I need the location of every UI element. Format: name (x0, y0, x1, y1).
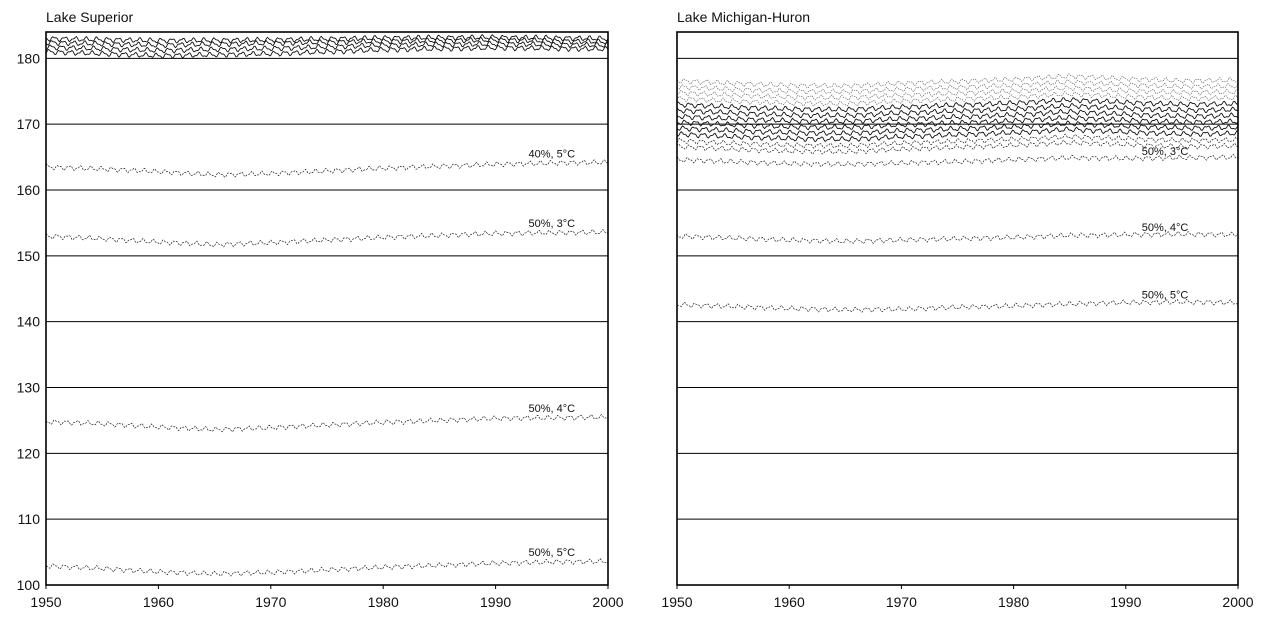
y-tick-label: 110 (18, 511, 41, 527)
series-line (677, 114, 1238, 131)
panel-title: Lake Michigan-Huron (677, 9, 810, 25)
x-tick-label: 1990 (480, 594, 511, 610)
series-line (46, 558, 608, 577)
x-tick-label: 1950 (30, 594, 61, 610)
y-tick-label: 160 (17, 182, 41, 198)
series-line (677, 91, 1238, 107)
series-annotation: 50%, 3°C (1142, 146, 1189, 158)
panel-michigan-huron: Lake Michigan-Huron 1950 1960 1970 1980 1990 2… (661, 9, 1253, 610)
series-line (677, 299, 1238, 313)
x-tick-label: 1990 (1110, 594, 1141, 610)
series-line (677, 126, 1238, 143)
x-tick-label: 1960 (143, 594, 174, 610)
series-line (677, 120, 1238, 136)
x-tick-label: 2000 (1222, 594, 1253, 610)
y-tick-label: 100 (17, 577, 41, 593)
series-group (46, 33, 608, 577)
x-tick-label: 1970 (255, 594, 286, 610)
series-line (46, 229, 608, 248)
series-annotation: 50%, 5°C (1142, 290, 1189, 302)
series-group (677, 73, 1238, 313)
series-annotation: 40%, 5°C (529, 149, 576, 161)
plot-frame (45, 31, 609, 586)
x-tick-label: 1950 (661, 594, 692, 610)
y-tick-label: 140 (17, 314, 41, 330)
series-line (46, 44, 608, 59)
series-annotation: 50%, 3°C (529, 218, 576, 230)
series-line (46, 159, 608, 178)
series-line (677, 97, 1238, 113)
x-tick-label: 2000 (592, 594, 623, 610)
x-tick-label: 1980 (368, 594, 399, 610)
panel-superior: Lake Superior 1950 1960 1970 1980 1990 2000 100… (17, 9, 624, 610)
y-tick-label: 130 (17, 380, 41, 396)
series-line (46, 33, 608, 44)
series-line (677, 102, 1238, 119)
series-annotation: 50%, 5°C (529, 547, 576, 559)
series-line (677, 73, 1238, 89)
series-line (46, 413, 608, 433)
y-tick-label: 150 (17, 248, 41, 264)
x-tick-label: 1980 (998, 594, 1029, 610)
y-tick-label: 120 (17, 445, 41, 461)
x-tick-label: 1970 (886, 594, 917, 610)
series-line (46, 40, 608, 54)
series-annotation: 50%, 4°C (1142, 222, 1189, 234)
y-tick-label: 180 (17, 50, 41, 66)
series-line (677, 79, 1238, 95)
plot-frame (676, 31, 1239, 586)
series-line (677, 108, 1238, 125)
series-annotation: 50%, 4°C (529, 403, 576, 415)
series-line (46, 36, 608, 49)
y-tick-label: 170 (17, 116, 41, 132)
series-line (677, 133, 1238, 149)
series-line (677, 85, 1238, 101)
series-line (677, 139, 1238, 155)
panel-title: Lake Superior (46, 9, 134, 25)
series-line (677, 154, 1238, 167)
x-tick-label: 1960 (774, 594, 805, 610)
series-line (677, 231, 1238, 245)
